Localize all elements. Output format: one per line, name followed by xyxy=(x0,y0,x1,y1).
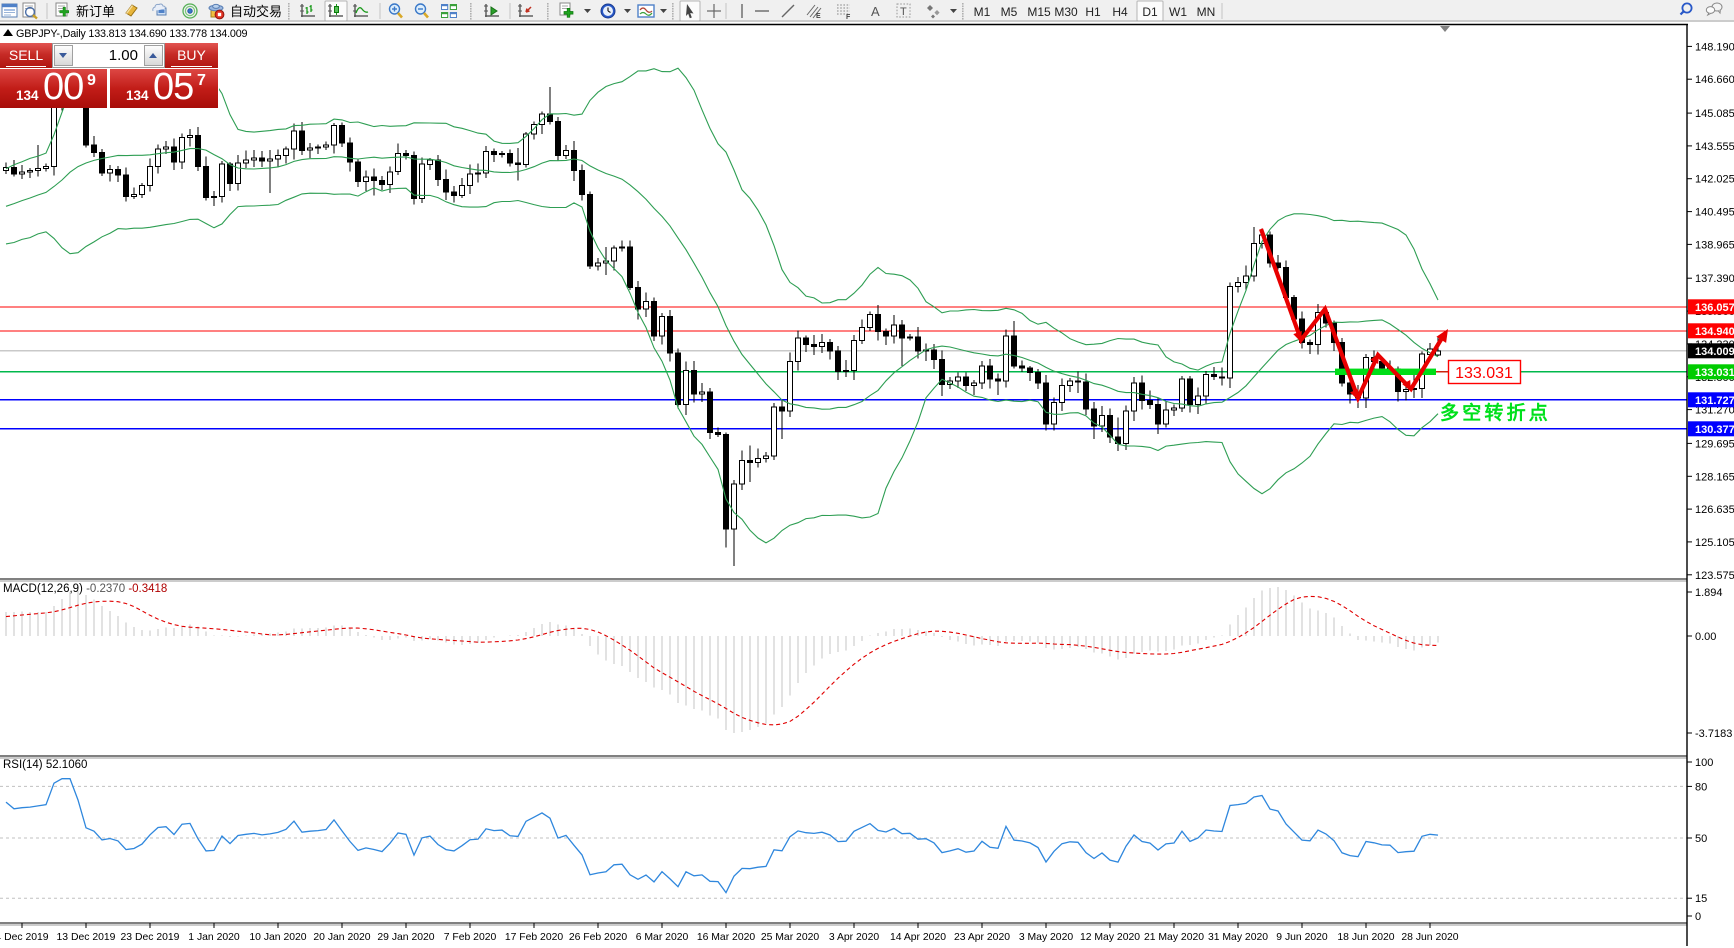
svg-text:16 Mar 2020: 16 Mar 2020 xyxy=(697,932,756,943)
svg-text:MN: MN xyxy=(1197,5,1216,19)
svg-text:143.555: 143.555 xyxy=(1695,141,1734,153)
svg-text:自动交易: 自动交易 xyxy=(230,4,282,19)
svg-text:0.00: 0.00 xyxy=(1695,631,1716,643)
svg-text:新订单: 新订单 xyxy=(76,4,115,19)
svg-text:20 Jan 2020: 20 Jan 2020 xyxy=(313,932,370,943)
svg-text:126.635: 126.635 xyxy=(1695,504,1734,516)
svg-text:1 Jan 2020: 1 Jan 2020 xyxy=(188,932,240,943)
svg-text:17 Feb 2020: 17 Feb 2020 xyxy=(505,932,564,943)
svg-text:131.270: 131.270 xyxy=(1695,405,1734,417)
svg-text:0: 0 xyxy=(1695,911,1701,923)
svg-text:6 Mar 2020: 6 Mar 2020 xyxy=(636,932,689,943)
svg-text:142.025: 142.025 xyxy=(1695,174,1734,186)
svg-text:3 Apr 2020: 3 Apr 2020 xyxy=(829,932,879,943)
svg-text:133.031: 133.031 xyxy=(1695,367,1734,379)
svg-text:125.105: 125.105 xyxy=(1695,537,1734,549)
svg-text:134.940: 134.940 xyxy=(1695,326,1734,338)
svg-text:E: E xyxy=(816,13,821,20)
svg-text:7 Feb 2020: 7 Feb 2020 xyxy=(444,932,497,943)
svg-text:W1: W1 xyxy=(1169,5,1187,19)
svg-text:1.894: 1.894 xyxy=(1695,587,1723,599)
svg-text:26 Feb 2020: 26 Feb 2020 xyxy=(569,932,628,943)
svg-text:128.165: 128.165 xyxy=(1695,471,1734,483)
svg-text:15: 15 xyxy=(1695,893,1707,905)
svg-text:MACD(12,26,9) -0.2370 -0.3418: MACD(12,26,9) -0.2370 -0.3418 xyxy=(3,583,167,595)
svg-text:134.009: 134.009 xyxy=(1695,346,1734,358)
svg-text:12 May 2020: 12 May 2020 xyxy=(1080,932,1140,943)
svg-text:10 Jan 2020: 10 Jan 2020 xyxy=(249,932,306,943)
svg-text:M30: M30 xyxy=(1054,5,1078,19)
svg-text:多空转折点: 多空转折点 xyxy=(1440,401,1551,424)
svg-text:23 Apr 2020: 23 Apr 2020 xyxy=(954,932,1010,943)
svg-text:18 Jun 2020: 18 Jun 2020 xyxy=(1337,932,1394,943)
svg-text:14 Apr 2020: 14 Apr 2020 xyxy=(890,932,946,943)
svg-text:F: F xyxy=(846,14,851,21)
svg-text:123.575: 123.575 xyxy=(1695,570,1734,582)
svg-text:146.660: 146.660 xyxy=(1695,74,1734,86)
svg-text:50: 50 xyxy=(1695,833,1707,845)
svg-text:29 Jan 2020: 29 Jan 2020 xyxy=(377,932,434,943)
svg-text:GBPJPY-,Daily 133.813 134.690: GBPJPY-,Daily 133.813 134.690 133.778 13… xyxy=(16,28,248,40)
svg-text:145.085: 145.085 xyxy=(1695,108,1734,120)
svg-text:100: 100 xyxy=(1695,757,1713,769)
svg-text:25 Mar 2020: 25 Mar 2020 xyxy=(761,932,820,943)
svg-text:9 Jun 2020: 9 Jun 2020 xyxy=(1276,932,1328,943)
svg-text:138.965: 138.965 xyxy=(1695,239,1734,251)
svg-text:13 Dec 2019: 13 Dec 2019 xyxy=(57,932,116,943)
svg-text:3 May 2020: 3 May 2020 xyxy=(1019,932,1074,943)
svg-text:80: 80 xyxy=(1695,781,1707,793)
svg-text:M15: M15 xyxy=(1027,5,1051,19)
svg-text:4 Dec 2019: 4 Dec 2019 xyxy=(0,932,49,943)
svg-text:H4: H4 xyxy=(1112,5,1128,19)
svg-text:-3.7183: -3.7183 xyxy=(1695,728,1732,740)
svg-text:M5: M5 xyxy=(1001,5,1018,19)
svg-text:131.727: 131.727 xyxy=(1695,395,1734,407)
svg-text:H1: H1 xyxy=(1085,5,1101,19)
svg-text:A: A xyxy=(871,4,880,19)
svg-text:130.377: 130.377 xyxy=(1695,424,1734,436)
svg-text:148.190: 148.190 xyxy=(1695,41,1734,53)
svg-text:133.031: 133.031 xyxy=(1455,365,1513,382)
svg-text:23 Dec 2019: 23 Dec 2019 xyxy=(121,932,180,943)
svg-text:28 Jun 2020: 28 Jun 2020 xyxy=(1401,932,1458,943)
svg-text:21 May 2020: 21 May 2020 xyxy=(1144,932,1204,943)
svg-text:M1: M1 xyxy=(974,5,991,19)
svg-text:D1: D1 xyxy=(1142,5,1158,19)
svg-text:140.495: 140.495 xyxy=(1695,207,1734,219)
svg-text:136.057: 136.057 xyxy=(1695,302,1734,314)
svg-text:T: T xyxy=(900,6,907,18)
svg-text:RSI(14) 52.1060: RSI(14) 52.1060 xyxy=(3,759,87,771)
svg-text:137.390: 137.390 xyxy=(1695,273,1734,285)
svg-text:129.695: 129.695 xyxy=(1695,438,1734,450)
svg-text:31 May 2020: 31 May 2020 xyxy=(1208,932,1268,943)
